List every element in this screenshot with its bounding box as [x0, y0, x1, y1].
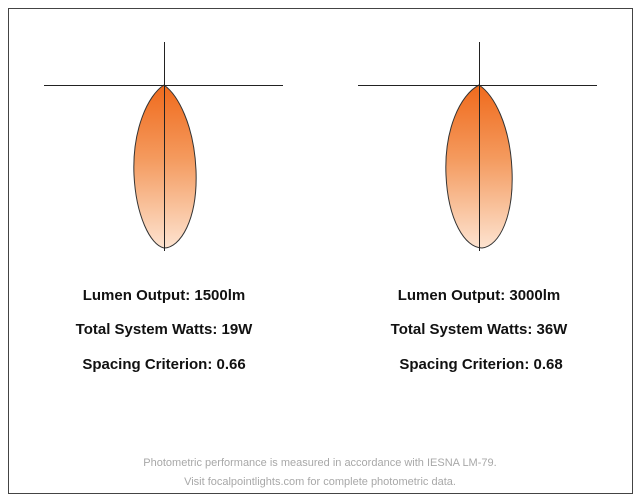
lumen-output: Lumen Output: 3000lm	[398, 287, 561, 304]
diagram-left	[44, 42, 283, 251]
system-watts: Total System Watts: 36W	[391, 321, 569, 338]
spacing-criterion: Spacing Criterion: 0.68	[399, 356, 562, 373]
diagram-right	[358, 42, 597, 251]
border	[8, 8, 633, 494]
system-watts: Total System Watts: 19W	[76, 321, 254, 338]
footer-note: Visit focalpointlights.com for complete …	[184, 476, 456, 488]
lumen-output: Lumen Output: 1500lm	[83, 287, 246, 304]
footer-note: Photometric performance is measured in a…	[143, 457, 496, 469]
spacing-criterion: Spacing Criterion: 0.66	[82, 356, 245, 373]
